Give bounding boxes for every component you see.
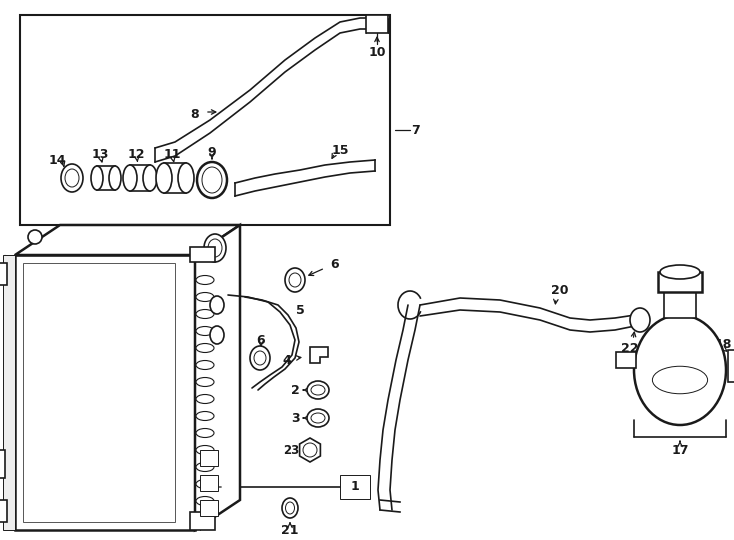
Text: 18: 18 [714,339,732,352]
Text: 5: 5 [296,303,305,316]
Bar [0,500,7,522]
Text: 1: 1 [351,481,360,494]
Ellipse shape [204,234,226,262]
Bar [664,290,696,318]
Bar [0,263,7,285]
Bar [15,255,195,530]
Polygon shape [195,225,240,530]
Polygon shape [310,347,328,363]
Bar [616,352,636,368]
Text: 22: 22 [621,341,639,354]
Text: 6: 6 [257,334,265,347]
Text: 10: 10 [368,45,386,58]
Ellipse shape [196,275,214,285]
Bar [190,512,215,530]
Ellipse shape [630,308,650,332]
Text: 20: 20 [551,284,569,296]
Text: 4: 4 [283,354,291,367]
Ellipse shape [196,462,214,471]
Text: 3: 3 [291,411,299,424]
Text: 15: 15 [331,144,349,157]
Ellipse shape [250,346,270,370]
Ellipse shape [196,309,214,319]
Ellipse shape [196,377,214,387]
Ellipse shape [143,165,157,191]
Bar [728,350,734,382]
Text: 21: 21 [281,523,299,537]
Ellipse shape [254,351,266,365]
Ellipse shape [311,385,325,395]
Ellipse shape [109,166,121,190]
Ellipse shape [285,268,305,292]
Ellipse shape [210,326,224,344]
Text: 14: 14 [48,153,66,166]
Ellipse shape [178,163,194,193]
Ellipse shape [196,361,214,369]
Ellipse shape [634,315,726,425]
Bar [340,475,370,499]
Ellipse shape [156,163,172,193]
Bar [200,475,218,491]
Ellipse shape [303,443,317,457]
Ellipse shape [91,166,103,190]
Ellipse shape [123,165,137,191]
Bar [20,15,390,225]
Text: 16: 16 [206,272,224,285]
Ellipse shape [196,429,214,437]
Ellipse shape [196,514,214,523]
Bar [0,450,5,478]
Ellipse shape [196,395,214,403]
Bar [200,450,218,466]
Ellipse shape [196,480,214,489]
Bar [190,247,215,262]
Ellipse shape [196,343,214,353]
Ellipse shape [197,162,227,198]
Bar [200,500,218,516]
Ellipse shape [196,446,214,455]
Ellipse shape [286,502,294,514]
Ellipse shape [208,239,222,257]
Text: 17: 17 [672,443,688,456]
Ellipse shape [202,167,222,193]
Ellipse shape [307,381,329,399]
Bar [366,15,388,33]
Polygon shape [299,438,321,462]
Ellipse shape [61,164,83,192]
Text: 9: 9 [208,146,217,159]
Ellipse shape [28,230,42,244]
Ellipse shape [196,327,214,335]
Text: 8: 8 [191,109,200,122]
Text: 12: 12 [127,148,145,161]
Text: 23: 23 [283,443,299,456]
Bar [23,263,175,522]
Ellipse shape [289,273,301,287]
Ellipse shape [660,265,700,279]
Text: 2: 2 [291,383,299,396]
Ellipse shape [307,409,329,427]
Ellipse shape [65,169,79,187]
Ellipse shape [210,296,224,314]
Text: 6: 6 [331,259,339,272]
Ellipse shape [311,413,325,423]
Ellipse shape [196,411,214,421]
Polygon shape [15,225,240,255]
Ellipse shape [196,293,214,301]
Text: 19: 19 [664,284,680,296]
Ellipse shape [282,498,298,518]
Text: 13: 13 [91,148,109,161]
Text: 11: 11 [163,148,181,161]
Bar [3,255,15,530]
Ellipse shape [196,496,214,505]
Text: 7: 7 [410,124,419,137]
Bar [658,272,702,292]
